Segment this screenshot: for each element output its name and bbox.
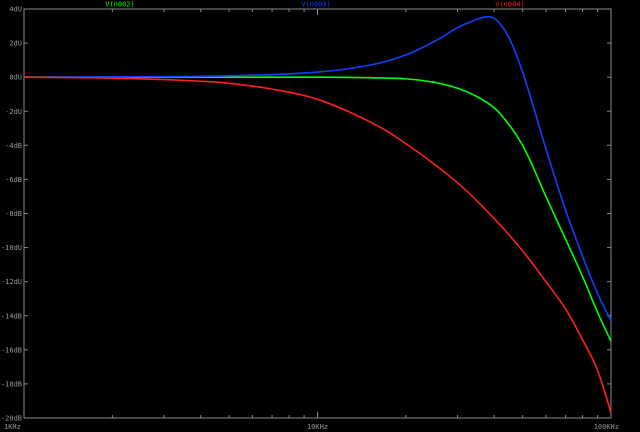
y-tick-label: -18dB (1, 380, 22, 388)
y-tick-label: -16dB (1, 346, 22, 354)
y-tick-label: -2dU (5, 108, 22, 116)
y-tick-label: 0dU (9, 74, 22, 82)
series-line-vn004 (23, 76, 612, 414)
y-tick-label: -8dB (5, 210, 22, 218)
y-tick-label: -4dB (5, 142, 22, 150)
legend-entry: V(n004) (495, 1, 525, 9)
y-tick-label: -10dU (1, 244, 22, 252)
legend-entry: V(n002) (105, 1, 135, 9)
y-tick-label: -6dB (5, 176, 22, 184)
y-tick-label: 2dU (9, 40, 22, 48)
legend-entry: V(n003) (301, 1, 331, 9)
series-line-vn002 (23, 76, 612, 342)
x-tick-label: 10KHz (307, 423, 328, 431)
x-tick-label: 1KHz (4, 423, 21, 431)
y-tick-label: 4dU (9, 6, 22, 14)
series-line-vn003 (23, 15, 612, 322)
y-tick-label: -14dB (1, 312, 22, 320)
plot-frame (23, 8, 612, 419)
y-tick-label: -20dB (1, 415, 22, 423)
x-tick-label: 100KHz (594, 423, 619, 431)
y-tick-label: -12dU (1, 278, 22, 286)
